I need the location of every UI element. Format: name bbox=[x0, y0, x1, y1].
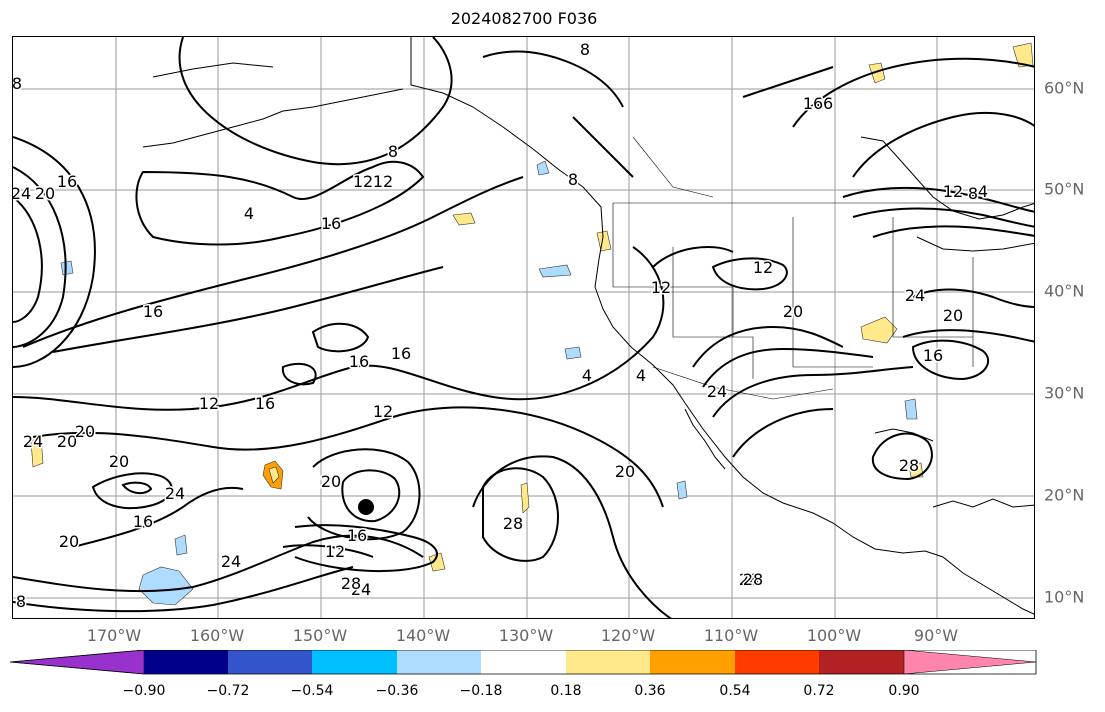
contour-label: 16 bbox=[803, 94, 823, 113]
lat-label: 60°N bbox=[1044, 78, 1085, 98]
colorbar-extend-low bbox=[10, 650, 145, 675]
contour-label: 8 bbox=[568, 170, 578, 189]
colorbar-tick-label: −0.72 bbox=[206, 683, 250, 699]
weather-map: 8816162420164161281281612481212202420161… bbox=[13, 37, 1034, 618]
contour-label: 8 bbox=[580, 40, 590, 59]
contour-label: 12 bbox=[373, 402, 393, 421]
colorbar-tick-label: 0.36 bbox=[634, 683, 666, 699]
colorbar-tick-label: 0.18 bbox=[550, 683, 582, 699]
colorbar-extend-high bbox=[903, 650, 1037, 675]
contour-label: 20 bbox=[57, 432, 77, 451]
colorbar-segment bbox=[735, 650, 819, 674]
map-panel: 8816162420164161281281612481212202420161… bbox=[12, 36, 1035, 619]
lon-label: 150°W bbox=[292, 626, 348, 645]
lon-label: 170°W bbox=[86, 626, 142, 645]
lon-label: 110°W bbox=[703, 626, 759, 645]
colorbar-segment bbox=[819, 650, 904, 674]
contour-label: 8 bbox=[388, 142, 398, 161]
colorbar-tick-label: −0.54 bbox=[290, 683, 334, 699]
contour-label: 16 bbox=[133, 512, 153, 531]
contour-label: 12 bbox=[651, 278, 671, 297]
contour-label: 8 bbox=[968, 184, 978, 203]
contour-label: 24 bbox=[13, 184, 31, 203]
contour-label: 20 bbox=[75, 422, 95, 441]
contour-label: 16 bbox=[143, 302, 163, 321]
contour-label: 16 bbox=[347, 526, 367, 545]
colorbar-tick-label: 0.72 bbox=[803, 683, 835, 699]
colorbar-tick-label: −0.18 bbox=[459, 683, 503, 699]
colorbar-segment bbox=[312, 650, 397, 674]
contour-label: 4 bbox=[582, 366, 592, 385]
contour-label: 16 bbox=[321, 214, 341, 233]
colorbar-segment bbox=[481, 650, 566, 674]
contour-label: 20 bbox=[943, 306, 963, 325]
lat-label: 30°N bbox=[1044, 383, 1085, 403]
lon-label: 120°W bbox=[600, 626, 656, 645]
contour-label: 24 bbox=[707, 382, 727, 401]
colorbar-outline bbox=[10, 650, 1037, 675]
contour-label: 20 bbox=[109, 452, 129, 471]
contour-label: 12 bbox=[353, 172, 373, 191]
contour-label: 12 bbox=[325, 542, 345, 561]
colorbar-segment bbox=[228, 650, 312, 674]
contour-label: 24 bbox=[165, 484, 185, 503]
coastlines bbox=[142, 37, 1034, 615]
contour-label: 8 bbox=[16, 592, 26, 611]
contour-label: 28 bbox=[899, 456, 919, 475]
colorbar-tick-label: −0.90 bbox=[122, 683, 166, 699]
contour-label: 16 bbox=[57, 172, 77, 191]
contour-label: 8 bbox=[13, 74, 22, 93]
lon-label: 140°W bbox=[395, 626, 451, 645]
contour-label: 20 bbox=[783, 302, 803, 321]
contour-label-group: 8816162420164161281281612481212202420161… bbox=[13, 39, 990, 613]
contour-label: 24 bbox=[221, 552, 241, 571]
contour-label: 28 bbox=[341, 574, 361, 593]
contour-label: 24 bbox=[23, 432, 43, 451]
contour-label: 16 bbox=[923, 346, 943, 365]
lon-label: 130°W bbox=[498, 626, 554, 645]
contour-label: 12 bbox=[373, 172, 393, 191]
map-title: 2024082700 F036 bbox=[450, 9, 598, 28]
lon-label: 100°W bbox=[806, 626, 862, 645]
lon-label: 90°W bbox=[913, 626, 959, 645]
storm-center-marker bbox=[358, 499, 374, 515]
lat-label: 50°N bbox=[1044, 179, 1085, 199]
colorbar-segment bbox=[566, 650, 650, 674]
contour-label: 16 bbox=[349, 352, 369, 371]
contour-label: 20 bbox=[35, 184, 55, 203]
contour-label: 20 bbox=[321, 472, 341, 491]
contour-label: 20 bbox=[59, 532, 79, 551]
contour-label: 28 bbox=[503, 514, 523, 533]
colorbar-tick-label: 0.54 bbox=[719, 683, 751, 699]
contour-label: 12 bbox=[943, 182, 963, 201]
lat-label: 10°N bbox=[1044, 587, 1085, 607]
contour-label: 24 bbox=[351, 580, 371, 599]
colorbar-tick-label: −0.36 bbox=[375, 683, 419, 699]
contour-label: 28 bbox=[743, 570, 763, 589]
contour-label: 12 bbox=[753, 258, 773, 277]
lat-label: 20°N bbox=[1044, 485, 1085, 505]
contour-label: 16 bbox=[255, 394, 275, 413]
colorbar bbox=[10, 650, 1037, 675]
colorbar-segment bbox=[144, 650, 228, 674]
lon-label: 160°W bbox=[189, 626, 245, 645]
contour-label: 12 bbox=[199, 394, 219, 413]
colorbar-segment bbox=[650, 650, 735, 674]
borders bbox=[612, 136, 1034, 400]
contour-label: 28 bbox=[739, 570, 759, 589]
contour-label: 4 bbox=[244, 204, 254, 223]
anomaly-shading bbox=[30, 42, 1034, 606]
colorbar-tick-label: 0.90 bbox=[888, 683, 920, 699]
contour-label: 16 bbox=[813, 94, 833, 113]
colorbar-segment bbox=[397, 650, 481, 674]
contour-lines bbox=[13, 37, 1034, 618]
contour-label: 4 bbox=[978, 182, 988, 201]
contour-label: 24 bbox=[905, 286, 925, 305]
contour-label: 20 bbox=[615, 462, 635, 481]
contour-label: 4 bbox=[636, 366, 646, 385]
lat-label: 40°N bbox=[1044, 281, 1085, 301]
contour-label: 16 bbox=[391, 344, 411, 363]
